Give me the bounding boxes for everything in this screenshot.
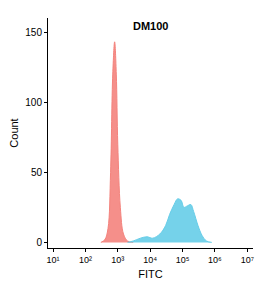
- svg-text:100: 100: [25, 97, 42, 108]
- svg-text:DM100: DM100: [133, 20, 168, 32]
- svg-text:10⁶: 10⁶: [208, 255, 222, 265]
- svg-text:10⁷: 10⁷: [241, 255, 254, 265]
- svg-text:Count: Count: [8, 118, 20, 147]
- svg-text:10⁴: 10⁴: [143, 255, 157, 265]
- svg-text:FITC: FITC: [138, 268, 162, 280]
- svg-text:10³: 10³: [111, 255, 124, 265]
- svg-text:10⁵: 10⁵: [176, 255, 190, 265]
- svg-text:10²: 10²: [79, 255, 92, 265]
- svg-text:0: 0: [36, 237, 42, 248]
- svg-text:150: 150: [25, 27, 42, 38]
- svg-text:10¹: 10¹: [47, 255, 60, 265]
- svg-text:50: 50: [31, 167, 43, 178]
